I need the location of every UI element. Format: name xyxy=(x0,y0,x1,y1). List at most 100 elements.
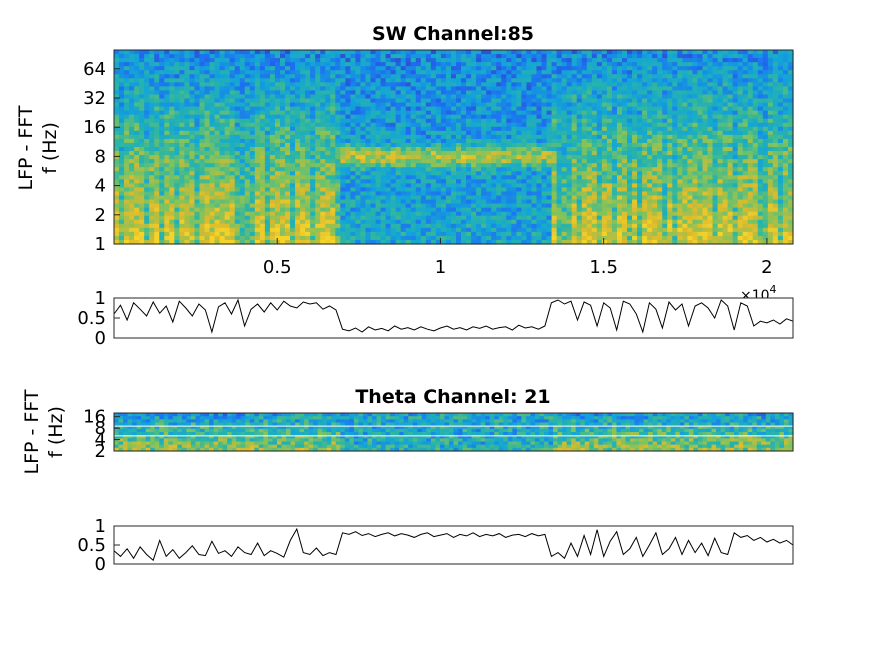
sw-heatmap-cell xyxy=(571,223,578,229)
sw-heatmap-cell xyxy=(169,114,175,120)
sw-heatmap-cell xyxy=(526,191,533,197)
sw-heatmap-cell xyxy=(456,122,462,128)
sw-heatmap-cell xyxy=(290,171,296,176)
sw-heatmap-cell xyxy=(596,179,603,184)
sw-heatmap-cell xyxy=(456,223,462,229)
sw-heatmap-cell xyxy=(229,211,236,217)
sw-heatmap-cell xyxy=(154,102,160,108)
sw-heatmap-cell xyxy=(627,179,633,184)
sw-heatmap-cell xyxy=(415,142,422,148)
sw-heatmap-cell xyxy=(335,191,341,197)
sw-heatmap-cell xyxy=(295,235,301,241)
sw-heatmap-cell xyxy=(385,215,392,221)
sw-heatmap-cell xyxy=(405,239,412,245)
sw-heatmap-cell xyxy=(466,191,472,197)
sw-heatmap-cell xyxy=(486,163,492,168)
sw-heatmap-cell xyxy=(214,175,221,180)
sw-heatmap-cell xyxy=(616,159,623,164)
sw-heatmap-cell xyxy=(415,175,422,180)
sw-heatmap-cell xyxy=(234,130,241,136)
sw-heatmap-cell xyxy=(435,90,442,96)
sw-heatmap-cell xyxy=(591,215,598,221)
sw-heatmap-cell xyxy=(450,122,457,128)
sw-heatmap-cell xyxy=(521,155,528,160)
sw-heatmap-cell xyxy=(536,163,543,168)
sw-heatmap-cell xyxy=(345,239,351,245)
sw-heatmap-cell xyxy=(189,199,196,205)
sw-heatmap-cell xyxy=(224,179,231,184)
sw-heatmap-cell xyxy=(149,235,155,241)
sw-heatmap-cell xyxy=(229,122,236,128)
sw-heatmap-cell xyxy=(259,159,266,164)
sw-heatmap-cell xyxy=(576,58,583,63)
sw-heatmap-cell xyxy=(279,122,286,128)
sw-heatmap-cell xyxy=(129,187,135,193)
sw-heatmap-cell xyxy=(179,207,186,213)
sw-heatmap-cell xyxy=(571,239,578,245)
sw-heatmap-cell xyxy=(486,106,492,112)
sw-heatmap-cell xyxy=(189,74,196,79)
sw-heatmap-cell xyxy=(290,102,296,108)
sw-heatmap-cell xyxy=(556,74,563,79)
sw-heatmap-cell xyxy=(385,203,392,209)
sw-heatmap-cell xyxy=(164,126,170,132)
sw-heatmap-cell xyxy=(239,147,246,152)
sw-heatmap-cell xyxy=(491,187,497,193)
sw-heatmap-cell xyxy=(385,90,392,96)
sw-heatmap-cell xyxy=(501,235,507,241)
sw-heatmap-cell xyxy=(224,175,231,180)
sw-heatmap-cell xyxy=(481,199,487,205)
sw-heatmap-cell xyxy=(627,223,633,229)
sw-heatmap-cell xyxy=(410,175,417,180)
sw-heatmap-cell xyxy=(244,239,251,245)
sw-heatmap-cell xyxy=(154,235,160,241)
sw-heatmap-cell xyxy=(627,155,633,160)
sw-heatmap-cell xyxy=(400,147,407,152)
sw-heatmap-cell xyxy=(224,231,231,237)
sw-heatmap-cell xyxy=(491,66,497,71)
sw-heatmap-cell xyxy=(315,167,321,172)
sw-heatmap-cell xyxy=(229,82,236,87)
sw-heatmap-cell xyxy=(375,191,382,197)
sw-heatmap-cell xyxy=(154,50,160,55)
sw-heatmap-cell xyxy=(179,126,186,132)
sw-heatmap-cell xyxy=(627,114,633,120)
sw-heatmap-cell xyxy=(164,215,170,221)
sw-heatmap-cell xyxy=(425,106,432,112)
sw-heatmap-cell xyxy=(566,50,573,55)
sw-heatmap-cell xyxy=(476,74,482,79)
sw-heatmap-cell xyxy=(144,110,150,116)
sw-heatmap-cell xyxy=(556,159,563,164)
sw-heatmap-cell xyxy=(234,138,241,144)
sw-heatmap-cell xyxy=(365,211,372,217)
sw-heatmap-cell xyxy=(124,211,130,217)
sw-heatmap-cell xyxy=(274,86,281,92)
sw-heatmap-cell xyxy=(526,138,533,144)
sw-heatmap-cell xyxy=(139,215,145,221)
sw-heatmap-cell xyxy=(204,223,211,229)
sw-heatmap-cell xyxy=(179,183,186,189)
sw-heatmap-cell xyxy=(179,50,186,55)
sw-heatmap-cell xyxy=(627,219,633,225)
sw-heatmap-cell xyxy=(486,231,492,237)
sw-heatmap-cell xyxy=(179,163,186,168)
sw-heatmap-cell xyxy=(179,110,186,116)
sw-heatmap-cell xyxy=(466,231,472,237)
sw-heatmap-cell xyxy=(461,54,467,59)
sw-heatmap-cell xyxy=(279,175,286,180)
sw-heatmap-cell xyxy=(229,102,236,108)
sw-heatmap-cell xyxy=(491,203,497,209)
sw-heatmap-cell xyxy=(244,126,251,132)
sw-heatmap-cell xyxy=(279,138,286,144)
sw-heatmap-cell xyxy=(415,179,422,184)
sw-heatmap-cell xyxy=(415,231,422,237)
sw-heatmap-cell xyxy=(531,163,538,168)
sw-heatmap-cell xyxy=(320,66,326,71)
sw-heatmap-cell xyxy=(194,118,201,124)
sw-heatmap-cell xyxy=(340,175,346,180)
sw-heatmap-cell xyxy=(184,199,191,205)
sw-heatmap-cell xyxy=(189,227,196,233)
sw-heatmap-cell xyxy=(571,191,578,197)
sw-heatmap-cell xyxy=(450,90,457,96)
sw-heatmap-cell xyxy=(159,159,165,164)
